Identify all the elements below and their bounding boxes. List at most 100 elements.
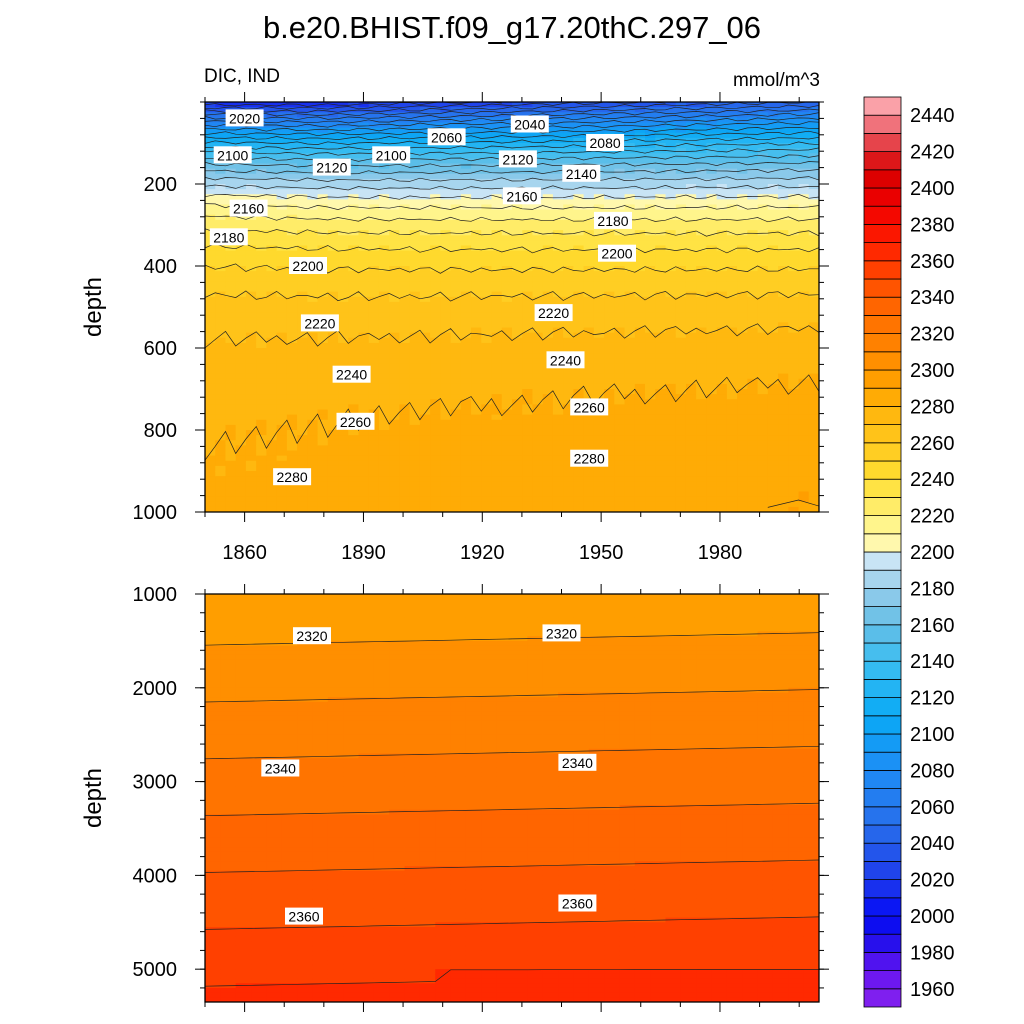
field-cell xyxy=(348,148,360,155)
field-cell xyxy=(450,178,462,185)
field-cell xyxy=(471,301,483,308)
field-cell xyxy=(767,471,779,477)
field-cell xyxy=(593,491,605,498)
field-cell xyxy=(297,143,309,149)
field-cell xyxy=(726,435,738,442)
field-cell xyxy=(778,219,790,226)
field-cell xyxy=(491,445,503,452)
field-cell xyxy=(542,281,554,288)
field-cell xyxy=(767,132,779,139)
field-cell xyxy=(399,378,411,385)
field-cell xyxy=(440,363,452,370)
field-cell xyxy=(430,394,442,401)
field-cell xyxy=(573,389,585,395)
field-cell xyxy=(471,332,483,339)
field-cell xyxy=(604,481,616,488)
field-cell xyxy=(706,199,718,206)
field-cell xyxy=(399,358,411,365)
field-cell xyxy=(286,209,298,216)
field-cell xyxy=(563,250,575,257)
field-cell xyxy=(737,424,749,431)
field-cell xyxy=(317,219,329,226)
field-cell xyxy=(522,404,534,411)
field-cell xyxy=(286,276,298,283)
field-cell xyxy=(297,460,309,467)
field-cell xyxy=(205,409,217,416)
field-cell xyxy=(338,143,350,149)
field-cell xyxy=(297,383,309,390)
field-cell xyxy=(655,122,667,129)
field-cell xyxy=(266,240,278,247)
field-cell xyxy=(604,460,616,467)
field-cell xyxy=(778,163,790,170)
field-cell xyxy=(798,348,810,354)
field-cell xyxy=(358,260,370,267)
field-cell xyxy=(716,322,728,329)
field-cell xyxy=(338,189,350,196)
field-cell xyxy=(481,281,493,288)
field-cell xyxy=(440,378,452,385)
field-cell xyxy=(726,301,738,308)
field-cell xyxy=(747,486,759,493)
field-cell xyxy=(430,378,442,385)
contour-label-box xyxy=(546,351,585,369)
field-cell xyxy=(747,399,759,406)
field-cell xyxy=(286,342,298,349)
field-cell xyxy=(225,214,237,221)
field-cell xyxy=(614,424,626,431)
field-cell xyxy=(327,440,339,447)
field-cell xyxy=(767,184,779,190)
field-cell xyxy=(378,137,390,144)
field-cell xyxy=(276,378,288,385)
field-cell xyxy=(604,230,616,237)
field-cell xyxy=(604,102,616,108)
field-cell xyxy=(532,399,544,406)
field-cell xyxy=(297,153,309,160)
field-cell xyxy=(286,322,298,329)
field-cell xyxy=(471,424,483,431)
field-cell xyxy=(706,440,718,447)
field-cell xyxy=(225,194,237,201)
field-cell xyxy=(685,219,697,226)
field-cell xyxy=(563,435,575,442)
field-cell xyxy=(788,102,800,108)
field-cell xyxy=(460,235,472,242)
field-cell xyxy=(685,348,697,354)
field-cell xyxy=(696,301,708,308)
field-cell xyxy=(583,240,595,247)
field-cell xyxy=(501,173,513,180)
field-cell xyxy=(358,476,370,483)
field-cell xyxy=(675,102,687,108)
field-cell xyxy=(634,322,646,329)
field-cell xyxy=(307,102,319,108)
field-cell xyxy=(307,409,319,416)
field-cell xyxy=(481,455,493,462)
field-cell xyxy=(327,153,339,160)
field-cell xyxy=(419,430,431,436)
field-cell xyxy=(286,127,298,134)
field-cell xyxy=(501,419,513,426)
field-cell xyxy=(399,486,411,493)
field-cell xyxy=(573,327,585,334)
field-cell xyxy=(430,307,442,313)
field-cell xyxy=(307,225,319,231)
field-cell xyxy=(481,481,493,488)
field-cell xyxy=(573,250,585,257)
field-cell xyxy=(696,322,708,329)
field-cell xyxy=(419,127,431,134)
field-cell xyxy=(624,337,636,344)
field-cell xyxy=(471,235,483,242)
field-cell xyxy=(225,465,237,472)
field-cell xyxy=(430,348,442,354)
field-cell xyxy=(276,291,288,298)
field-cell xyxy=(634,342,646,349)
field-cell xyxy=(737,286,749,293)
field-cell xyxy=(205,496,217,503)
field-cell xyxy=(767,127,779,134)
field-cell xyxy=(338,173,350,180)
field-cell xyxy=(215,209,227,216)
field-cell xyxy=(215,266,227,272)
field-cell xyxy=(665,204,677,211)
field-cell xyxy=(552,491,564,498)
field-cell xyxy=(348,168,360,175)
